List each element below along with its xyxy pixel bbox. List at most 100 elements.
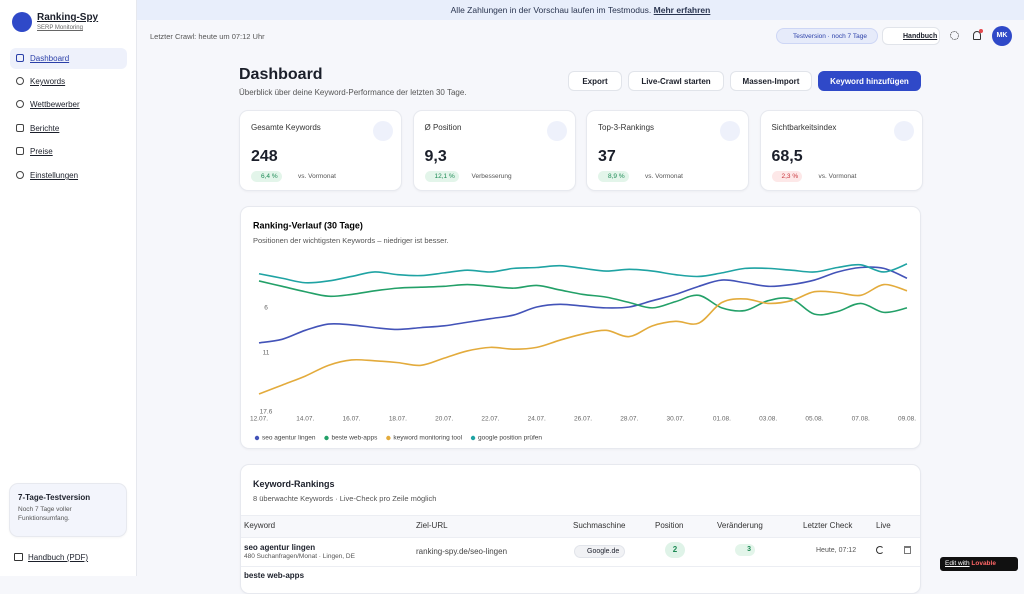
stat-change: 12,1 % <box>424 171 459 182</box>
stat-label: Top-3-Rankings <box>598 123 655 132</box>
keyword-meta: 480 Suchanfragen/Monat · Lingen, DE <box>244 553 355 560</box>
banner-link[interactable]: Mehr erfahren <box>653 5 711 15</box>
avatar[interactable]: MK <box>992 26 1012 46</box>
brand-sub: SERP Monitoring <box>37 25 83 31</box>
column-header: Letzter Check <box>803 521 853 530</box>
row-divider <box>241 566 920 567</box>
refresh-button[interactable] <box>876 546 884 554</box>
nav-item[interactable]: Keywords <box>10 71 127 92</box>
stat-note: vs. Vormonat <box>818 173 857 180</box>
x-tick-label: 28.07. <box>620 416 638 423</box>
nav-label: Dashboard <box>30 54 70 63</box>
last-check: Heute, 07:12 <box>816 547 857 554</box>
theme-toggle[interactable] <box>950 31 959 40</box>
crawl-button[interactable]: Live-Crawl starten <box>628 71 724 91</box>
position-badge: 2 <box>665 542 685 558</box>
delete-button[interactable] <box>904 546 911 554</box>
column-header[interactable]: Position <box>655 521 684 530</box>
legend-label: beste web-apps <box>332 435 379 442</box>
stat-label: Sichtbarkeitsindex <box>771 123 837 132</box>
column-header: Suchmaschine <box>573 521 626 530</box>
legend-label: keyword monitoring tool <box>393 435 462 442</box>
y-tick-label: 17.6 <box>260 409 273 416</box>
x-tick-label: 07.08. <box>852 416 870 423</box>
table-header <box>241 515 920 538</box>
keyword: seo agentur lingen <box>244 543 316 552</box>
nav-label: Einstellungen <box>30 171 79 180</box>
stat-change: 6,4 % <box>251 171 282 182</box>
badge-brand: Lovable <box>971 560 996 567</box>
y-tick-label: 6 <box>264 305 268 312</box>
last-crawl: Letzter Crawl: heute um 07:12 Uhr <box>150 32 265 41</box>
stat-card: Sichtbarkeitsindex 68,5 2,3 % vs. Vormonat <box>759 110 923 191</box>
table-title: Keyword-Rankings <box>253 479 335 489</box>
column-header: Keyword <box>244 521 276 530</box>
nav-item[interactable]: Einstellungen <box>10 165 127 186</box>
sidebar: Ranking-Spy SERP Monitoring Dashboard Ke… <box>0 0 137 576</box>
nav-label: Preise <box>30 147 53 156</box>
stat-icon <box>893 121 914 141</box>
lovable-badge[interactable]: Edit with Lovable <box>940 557 1018 571</box>
stat-card: Gesamte Keywords 248 6,4 % vs. Vormonat <box>239 110 402 191</box>
export-button[interactable]: Export <box>568 71 622 91</box>
stat-note: vs. Vormonat <box>645 173 683 180</box>
legend-label: seo agentur lingen <box>262 435 316 442</box>
add-keyword-button[interactable]: Keyword hinzufügen <box>818 71 921 91</box>
series-line <box>258 263 908 284</box>
manual-link[interactable]: Handbuch (PDF) <box>28 553 89 562</box>
x-tick-label: 14.07. <box>296 416 314 423</box>
stat-change: 8,9 % <box>598 171 629 182</box>
banner: Alle Zahlungen in der Vorschau laufen im… <box>137 0 1024 20</box>
stat-icon <box>373 121 393 141</box>
nav-item[interactable]: Berichte <box>10 118 127 139</box>
stat-icon <box>546 121 567 141</box>
target-url: ranking-spy.de/seo-lingen <box>416 547 508 556</box>
chart: Ranking-Verlauf (30 Tage) Positionen der… <box>250 220 916 442</box>
notifications[interactable] <box>973 31 981 40</box>
trial-text: Noch 7 Tage voller Funktionsumfang. <box>18 506 72 522</box>
nav-item[interactable]: Dashboard <box>10 48 127 69</box>
nav-item[interactable]: Preise <box>10 141 127 162</box>
trial-title: 7-Tage-Testversion <box>18 493 91 502</box>
x-tick-label: 30.07. <box>667 416 685 423</box>
nav-label: Wettbewerber <box>30 100 80 109</box>
banner-text: Alle Zahlungen in der Vorschau laufen im… <box>450 5 652 15</box>
x-tick-label: 16.07. <box>343 416 361 423</box>
nav-item[interactable]: Wettbewerber <box>10 94 127 115</box>
manual-button[interactable]: Handbuch <box>882 27 940 45</box>
column-header: Live <box>876 521 891 530</box>
legend-swatch <box>254 435 260 441</box>
x-tick-label: 03.08. <box>759 416 777 423</box>
change-badge: 3 <box>735 544 755 556</box>
x-tick-label: 20.07. <box>435 416 453 423</box>
stat-card: Top-3-Rankings 37 8,9 % vs. Vormonat <box>586 110 749 191</box>
stat-value: 68,5 <box>771 148 803 165</box>
stat-label: Gesamte Keywords <box>251 123 321 132</box>
x-tick-label: 18.07. <box>389 416 407 423</box>
legend-label: google position prüfen <box>478 435 542 442</box>
x-tick-label: 26.07. <box>574 416 592 423</box>
x-tick-label: 12.07. <box>250 416 268 423</box>
stat-value: 248 <box>251 148 278 165</box>
badge-text: Edit with <box>945 560 970 567</box>
chart-card: Ranking-Verlauf (30 Tage) Positionen der… <box>240 206 921 449</box>
stat-value: 37 <box>598 148 616 165</box>
stat-icon <box>720 121 740 141</box>
import-button[interactable]: Massen-Import <box>730 71 812 91</box>
stat-value: 9,3 <box>424 148 447 165</box>
engine-chip: Google.de <box>574 545 626 558</box>
column-header[interactable]: Veränderung <box>717 521 763 530</box>
notification-dot <box>979 29 983 33</box>
stat-note: Verbesserung <box>471 173 512 180</box>
series-line <box>258 280 908 316</box>
table-subtitle: 8 überwachte Keywords · Live-Check pro Z… <box>253 494 437 503</box>
nav-label: Berichte <box>30 124 60 133</box>
x-tick-label: 01.08. <box>713 416 731 423</box>
x-tick-label: 22.07. <box>481 416 499 423</box>
stat-label: Ø Position <box>424 123 462 132</box>
legend-swatch <box>324 435 329 441</box>
trial-badge[interactable]: Testversion · noch 7 Tage <box>776 28 878 44</box>
book-icon <box>14 553 23 561</box>
brand: Ranking-Spy <box>37 12 99 23</box>
